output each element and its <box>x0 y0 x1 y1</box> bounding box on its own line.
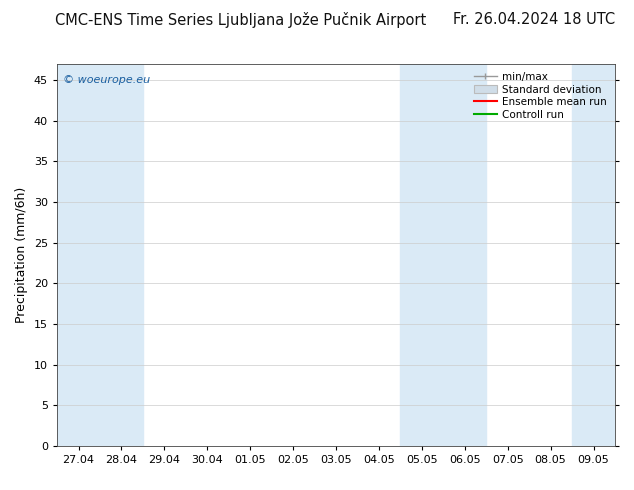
Legend: min/max, Standard deviation, Ensemble mean run, Controll run: min/max, Standard deviation, Ensemble me… <box>470 69 610 123</box>
Text: © woeurope.eu: © woeurope.eu <box>63 75 150 85</box>
Bar <box>57 64 143 446</box>
Text: Fr. 26.04.2024 18 UTC: Fr. 26.04.2024 18 UTC <box>453 12 615 27</box>
Text: CMC-ENS Time Series Ljubljana Jože Pučnik Airport: CMC-ENS Time Series Ljubljana Jože Pučni… <box>55 12 427 28</box>
Y-axis label: Precipitation (mm/6h): Precipitation (mm/6h) <box>15 187 29 323</box>
Bar <box>401 64 486 446</box>
Bar <box>572 64 619 446</box>
